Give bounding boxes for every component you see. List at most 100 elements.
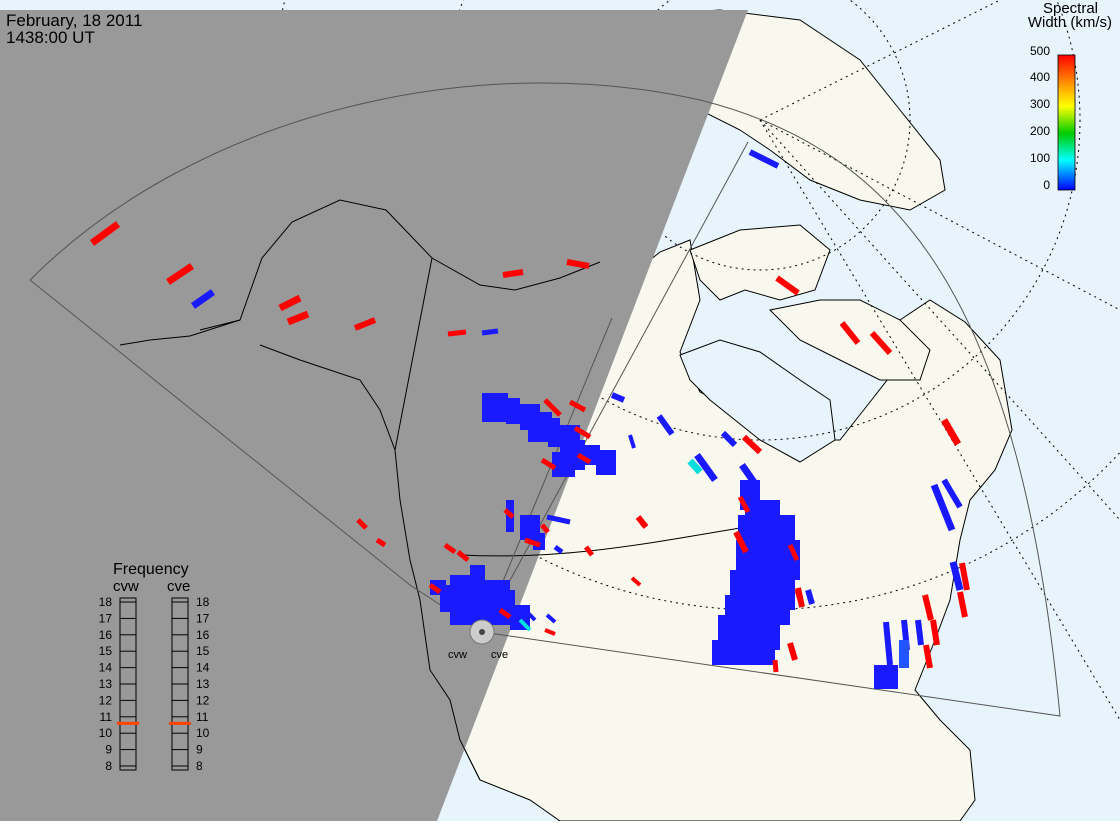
echo-cell xyxy=(923,644,933,669)
echo-cell xyxy=(428,582,442,595)
frequency-scale-label: 14 xyxy=(196,661,210,675)
echo-block xyxy=(596,450,616,475)
fov-outline xyxy=(29,82,1061,717)
frequency-scale-label: 18 xyxy=(99,595,113,609)
frequency-scale-label: 13 xyxy=(99,677,113,691)
latitude-circle-60 xyxy=(609,0,911,271)
echo-cell xyxy=(883,621,893,666)
echo-cell xyxy=(447,329,467,337)
frequency-scale-label: 8 xyxy=(196,759,203,773)
echo-cell xyxy=(957,591,968,618)
pacific-coast xyxy=(259,344,481,781)
echo-cell xyxy=(573,425,592,440)
echo-cell xyxy=(805,589,815,605)
frequency-scale-label: 14 xyxy=(99,661,113,675)
echo-fan xyxy=(470,565,485,580)
echo-cell xyxy=(443,542,457,555)
aleutians xyxy=(119,319,241,346)
frequency-scale-label: 11 xyxy=(196,710,209,724)
echo-cell xyxy=(540,457,557,471)
echo-cell xyxy=(498,607,512,620)
frequency-east-label: cve xyxy=(167,578,190,595)
echo-cell xyxy=(733,530,749,554)
beam-boundary-west xyxy=(481,317,613,633)
frequency-scale-label: 10 xyxy=(196,726,210,740)
echo-block xyxy=(552,452,575,477)
echo-cell xyxy=(775,275,800,296)
frequency-scale-label: 12 xyxy=(99,693,113,707)
echo-cell xyxy=(915,619,924,646)
frequency-scale-label: 15 xyxy=(99,644,113,658)
frequency-scale-label: 17 xyxy=(99,611,113,625)
echo-cell xyxy=(922,594,934,621)
echo-cell xyxy=(286,310,310,326)
echo-cell xyxy=(748,149,780,169)
echo-cell xyxy=(687,458,703,475)
echo-cell xyxy=(628,434,636,449)
legend-title-line1: Spectral xyxy=(1043,0,1098,17)
colorbar-ticks: 500 400 300 200 100 0 xyxy=(1030,44,1050,192)
frequency-west-label: cvw xyxy=(113,578,139,595)
echo-band xyxy=(712,640,775,665)
radar-fov xyxy=(29,82,1061,717)
echo-block xyxy=(899,640,909,668)
echo-cell xyxy=(869,330,893,356)
frequency-scale-label: 16 xyxy=(196,628,210,642)
frequency-title: Frequency xyxy=(113,561,189,578)
echo-cell xyxy=(584,545,594,557)
echo-block xyxy=(506,398,520,424)
echo-fan xyxy=(430,580,446,595)
echo-cell xyxy=(930,619,940,646)
radar-label-east: cve xyxy=(491,649,508,661)
frequency-scale-label: 12 xyxy=(196,693,210,707)
time-label: 1438:00 UT xyxy=(6,28,95,47)
frequency-scale-label: 13 xyxy=(196,677,210,691)
colorbar-tick-label: 200 xyxy=(1030,124,1050,138)
echo-block xyxy=(548,418,560,447)
echo-cell xyxy=(545,613,557,624)
colorbar xyxy=(1057,54,1076,191)
echo-cell xyxy=(959,562,970,591)
echo-cell xyxy=(610,392,626,403)
echo-cell xyxy=(772,659,779,673)
echo-cell xyxy=(949,561,964,591)
echo-cell xyxy=(543,398,562,417)
radar-site-marker xyxy=(479,629,485,635)
colorbar-tick-label: 100 xyxy=(1030,151,1050,165)
coastline-night xyxy=(119,199,741,781)
echo-cell xyxy=(930,483,956,532)
frequency-scale-label: 10 xyxy=(99,726,113,740)
echo-cell xyxy=(741,434,763,455)
echo-cell xyxy=(568,399,587,413)
echo-cell xyxy=(278,294,302,312)
echo-cell xyxy=(456,550,470,562)
frequency-panel: Frequency cvw cve 1817161514131211109818… xyxy=(99,561,210,773)
echo-cell xyxy=(502,269,524,278)
frequency-scale-label: 16 xyxy=(99,628,113,642)
colorbar-tick-label: 500 xyxy=(1030,44,1050,58)
frequency-scale-label: 8 xyxy=(105,759,112,773)
echo-cell xyxy=(787,543,800,562)
echo-cell xyxy=(540,523,550,534)
radar-site: cvw cve xyxy=(448,619,508,661)
echo-cell xyxy=(787,642,798,661)
frequency-scale-label: 9 xyxy=(196,743,203,757)
labrador-land xyxy=(768,299,931,381)
echo-cell xyxy=(737,495,751,514)
echo-cell xyxy=(546,514,571,525)
colorbar-tick-label: 0 xyxy=(1043,178,1050,192)
echo-cell xyxy=(166,263,194,285)
echo-fan xyxy=(500,580,510,590)
echo-cell xyxy=(518,618,532,632)
colorbar-tick-label: 400 xyxy=(1030,70,1050,84)
meridian-4 xyxy=(759,0,1001,121)
echo-cell xyxy=(89,221,121,246)
echo-block xyxy=(874,665,898,689)
alaska-coast xyxy=(189,199,601,337)
echo-cells xyxy=(89,149,970,689)
echo-cell xyxy=(839,321,861,345)
frequency-scale-label: 15 xyxy=(196,644,210,658)
baffin-island xyxy=(689,224,831,301)
